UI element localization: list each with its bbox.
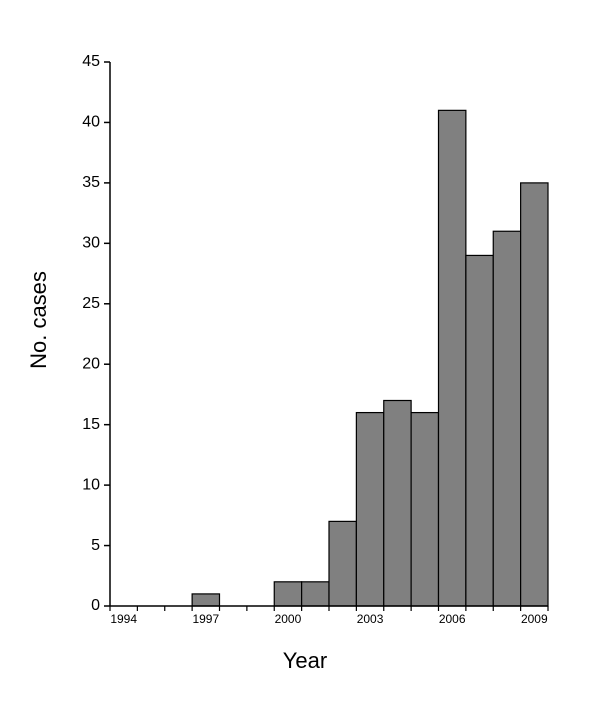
y-tick-label: 35: [82, 174, 100, 191]
bar: [492, 230, 522, 607]
y-tick-label: 20: [82, 355, 100, 372]
y-axis-label: No. cases: [26, 271, 51, 369]
bar: [355, 411, 385, 607]
y-tick-label: 40: [82, 114, 100, 131]
bar: [437, 109, 467, 607]
y-tick-label: 45: [82, 53, 100, 70]
bar: [301, 581, 330, 607]
x-tick-label: 2009: [521, 612, 548, 626]
bar: [383, 399, 412, 607]
x-axis-label: Year: [283, 648, 327, 673]
y-tick-label: 15: [82, 416, 100, 433]
x-tick-label: 2000: [275, 612, 302, 626]
bar: [465, 254, 494, 607]
y-tick-label: 30: [82, 235, 100, 252]
bar: [410, 411, 440, 607]
bar: [520, 182, 549, 607]
x-tick-label: 2003: [357, 612, 384, 626]
x-tick-label: 1997: [192, 612, 219, 626]
y-tick-label: 5: [91, 537, 100, 554]
x-tick-label: 1994: [110, 612, 137, 626]
y-tick-label: 10: [82, 476, 100, 493]
y-tick-label: 0: [91, 597, 100, 614]
x-tick-label: 2006: [439, 612, 466, 626]
bar: [273, 581, 303, 607]
y-tick-label: 25: [82, 295, 100, 312]
bar: [328, 520, 357, 607]
bar: [191, 593, 221, 607]
